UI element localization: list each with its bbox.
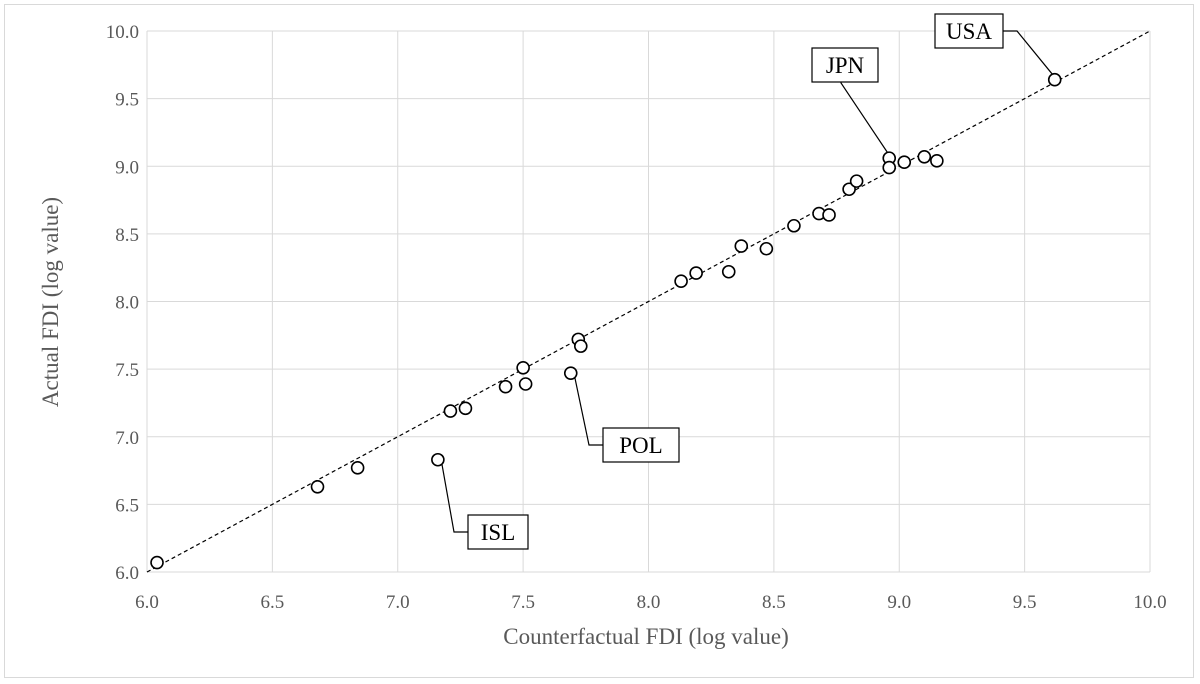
points-layer bbox=[150, 72, 1062, 570]
callout-box bbox=[602, 427, 680, 463]
callout-leader bbox=[1003, 30, 1054, 76]
data-point bbox=[897, 155, 912, 169]
data-point bbox=[930, 154, 944, 168]
y-tick-label: 6.5 bbox=[115, 495, 139, 516]
data-point bbox=[721, 264, 736, 279]
y-tick-label: 7.5 bbox=[115, 360, 139, 381]
y-tick-label: 9.0 bbox=[115, 157, 139, 178]
data-point bbox=[431, 452, 445, 467]
data-point bbox=[458, 401, 473, 416]
data-point bbox=[849, 174, 864, 188]
data-point bbox=[516, 360, 530, 375]
x-tick-label: 7.0 bbox=[386, 592, 410, 613]
x-tick-label: 8.0 bbox=[637, 592, 661, 613]
x-tick-label: 6.0 bbox=[135, 592, 159, 613]
data-point bbox=[563, 366, 578, 380]
callout-leader bbox=[441, 463, 468, 533]
x-tick-label: 9.5 bbox=[1013, 592, 1037, 613]
data-point bbox=[759, 241, 774, 256]
data-point bbox=[443, 404, 458, 418]
data-point bbox=[498, 379, 513, 394]
y-tick-label: 8.5 bbox=[115, 225, 139, 246]
callout-label: USA bbox=[946, 19, 992, 44]
callout-label: JPN bbox=[826, 53, 865, 78]
callout-leader bbox=[840, 82, 888, 153]
x-axis-title: Counterfactual FDI (log value) bbox=[503, 624, 789, 649]
callout-layer: ISL POL JPN USA bbox=[441, 13, 1054, 550]
callout-box bbox=[811, 47, 879, 83]
x-tick-label: 7.5 bbox=[511, 592, 535, 613]
y-tick-label: 8.0 bbox=[115, 293, 139, 314]
data-point bbox=[689, 266, 703, 280]
data-point bbox=[734, 239, 749, 253]
y-tick-label: 7.0 bbox=[115, 428, 139, 449]
data-point bbox=[842, 182, 856, 197]
data-point bbox=[787, 218, 801, 233]
data-point bbox=[822, 208, 836, 222]
data-point bbox=[518, 377, 533, 391]
data-point bbox=[674, 274, 688, 289]
tick-labels: 6.0 6.5 7.0 7.5 8.0 8.5 9.0 9.5 10.0 6.0 6.5 7.0 7.5… bbox=[106, 22, 1167, 613]
data-point bbox=[1047, 72, 1062, 87]
y-tick-label: 10.0 bbox=[106, 22, 139, 43]
x-tick-label: 9.0 bbox=[887, 592, 911, 613]
data-point bbox=[882, 160, 897, 175]
x-tick-label: 8.5 bbox=[762, 592, 786, 613]
y-axis-title: Actual FDI (log value) bbox=[38, 197, 63, 407]
callout-label: ISL bbox=[481, 520, 516, 545]
chart-frame bbox=[4, 4, 1194, 678]
data-point bbox=[310, 479, 325, 494]
x-tick-label: 6.5 bbox=[261, 592, 285, 613]
y-tick-label: 6.0 bbox=[115, 563, 139, 584]
callout-label: POL bbox=[619, 433, 662, 458]
data-point bbox=[350, 461, 365, 475]
callout-leader bbox=[574, 377, 603, 446]
data-point bbox=[917, 149, 932, 164]
callout-box bbox=[467, 514, 529, 550]
callout-box bbox=[934, 13, 1004, 49]
y-tick-label: 9.5 bbox=[115, 90, 139, 111]
data-point bbox=[573, 339, 588, 353]
data-point bbox=[150, 555, 164, 570]
x-tick-label: 10.0 bbox=[1133, 592, 1166, 613]
gridlines bbox=[146, 30, 1151, 573]
